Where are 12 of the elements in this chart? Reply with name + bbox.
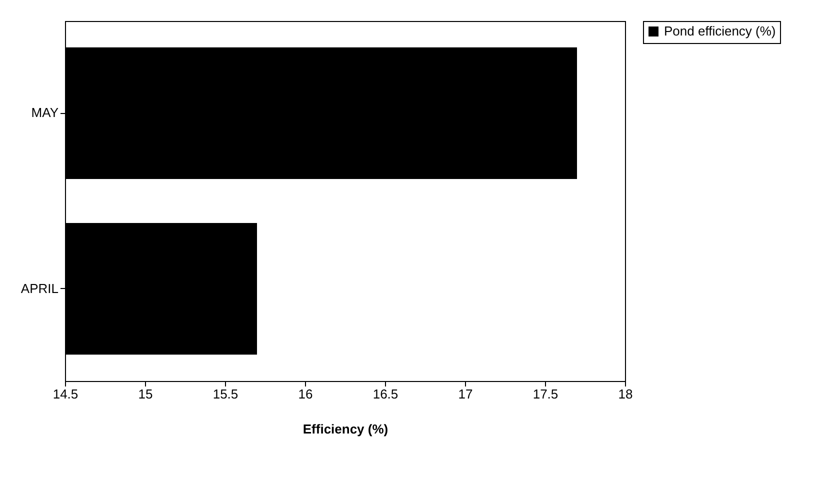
y-tick-label: APRIL [20, 280, 58, 296]
legend-label: Pond efficiency (%) [664, 24, 776, 38]
x-tick-label: 18 [618, 386, 633, 402]
x-tick-label: 15 [138, 386, 153, 402]
x-tick-label: 16 [298, 386, 313, 402]
x-tick-label: 15.5 [212, 386, 238, 402]
x-tick-label: 17 [458, 386, 473, 402]
x-tick-label: 14.5 [52, 386, 78, 402]
x-tick-label: 17.5 [532, 386, 558, 402]
x-axis-title: Efficiency (%) [302, 422, 388, 436]
y-tick-label: MAY [31, 105, 59, 120]
x-tick-label: 16.5 [372, 386, 398, 402]
